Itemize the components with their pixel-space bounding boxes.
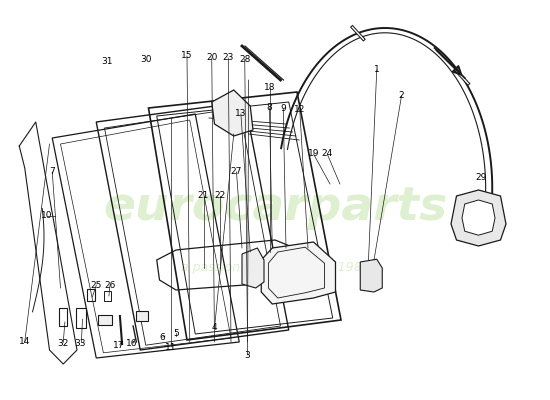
Text: 4: 4 — [212, 324, 217, 332]
Polygon shape — [261, 242, 336, 304]
Polygon shape — [212, 90, 253, 136]
Text: 5: 5 — [173, 330, 179, 338]
Text: 27: 27 — [231, 168, 242, 176]
Polygon shape — [360, 259, 382, 292]
Text: 28: 28 — [239, 55, 250, 64]
Text: 6: 6 — [160, 334, 165, 342]
Text: 12: 12 — [294, 106, 305, 114]
Text: 30: 30 — [140, 55, 151, 64]
Text: 23: 23 — [223, 54, 234, 62]
Text: 13: 13 — [235, 110, 246, 118]
Text: a passion for parts since 1985: a passion for parts since 1985 — [180, 262, 370, 274]
Text: 14: 14 — [19, 338, 30, 346]
FancyBboxPatch shape — [97, 315, 112, 325]
Polygon shape — [451, 190, 506, 246]
Text: 24: 24 — [322, 150, 333, 158]
FancyBboxPatch shape — [136, 311, 148, 321]
Text: 17: 17 — [113, 342, 124, 350]
Text: 16: 16 — [126, 340, 138, 348]
Text: 3: 3 — [245, 352, 250, 360]
Text: 11: 11 — [165, 344, 176, 352]
Text: 18: 18 — [264, 84, 275, 92]
Text: 15: 15 — [182, 52, 192, 60]
Text: eurocarparts: eurocarparts — [103, 186, 447, 230]
Text: 1: 1 — [374, 66, 379, 74]
Text: 26: 26 — [104, 282, 116, 290]
Text: 2: 2 — [399, 92, 404, 100]
Text: 29: 29 — [476, 174, 487, 182]
Text: 31: 31 — [102, 58, 113, 66]
Text: 22: 22 — [214, 192, 225, 200]
Polygon shape — [462, 200, 495, 235]
Text: 21: 21 — [198, 192, 209, 200]
Polygon shape — [242, 248, 264, 288]
Text: 20: 20 — [206, 54, 217, 62]
Text: 19: 19 — [308, 150, 319, 158]
Text: 9: 9 — [280, 104, 286, 113]
Text: 25: 25 — [91, 282, 102, 290]
Text: 8: 8 — [267, 104, 272, 112]
Text: 33: 33 — [74, 340, 85, 348]
Text: 10: 10 — [41, 212, 52, 220]
Text: 7: 7 — [50, 168, 55, 176]
Text: 32: 32 — [58, 340, 69, 348]
